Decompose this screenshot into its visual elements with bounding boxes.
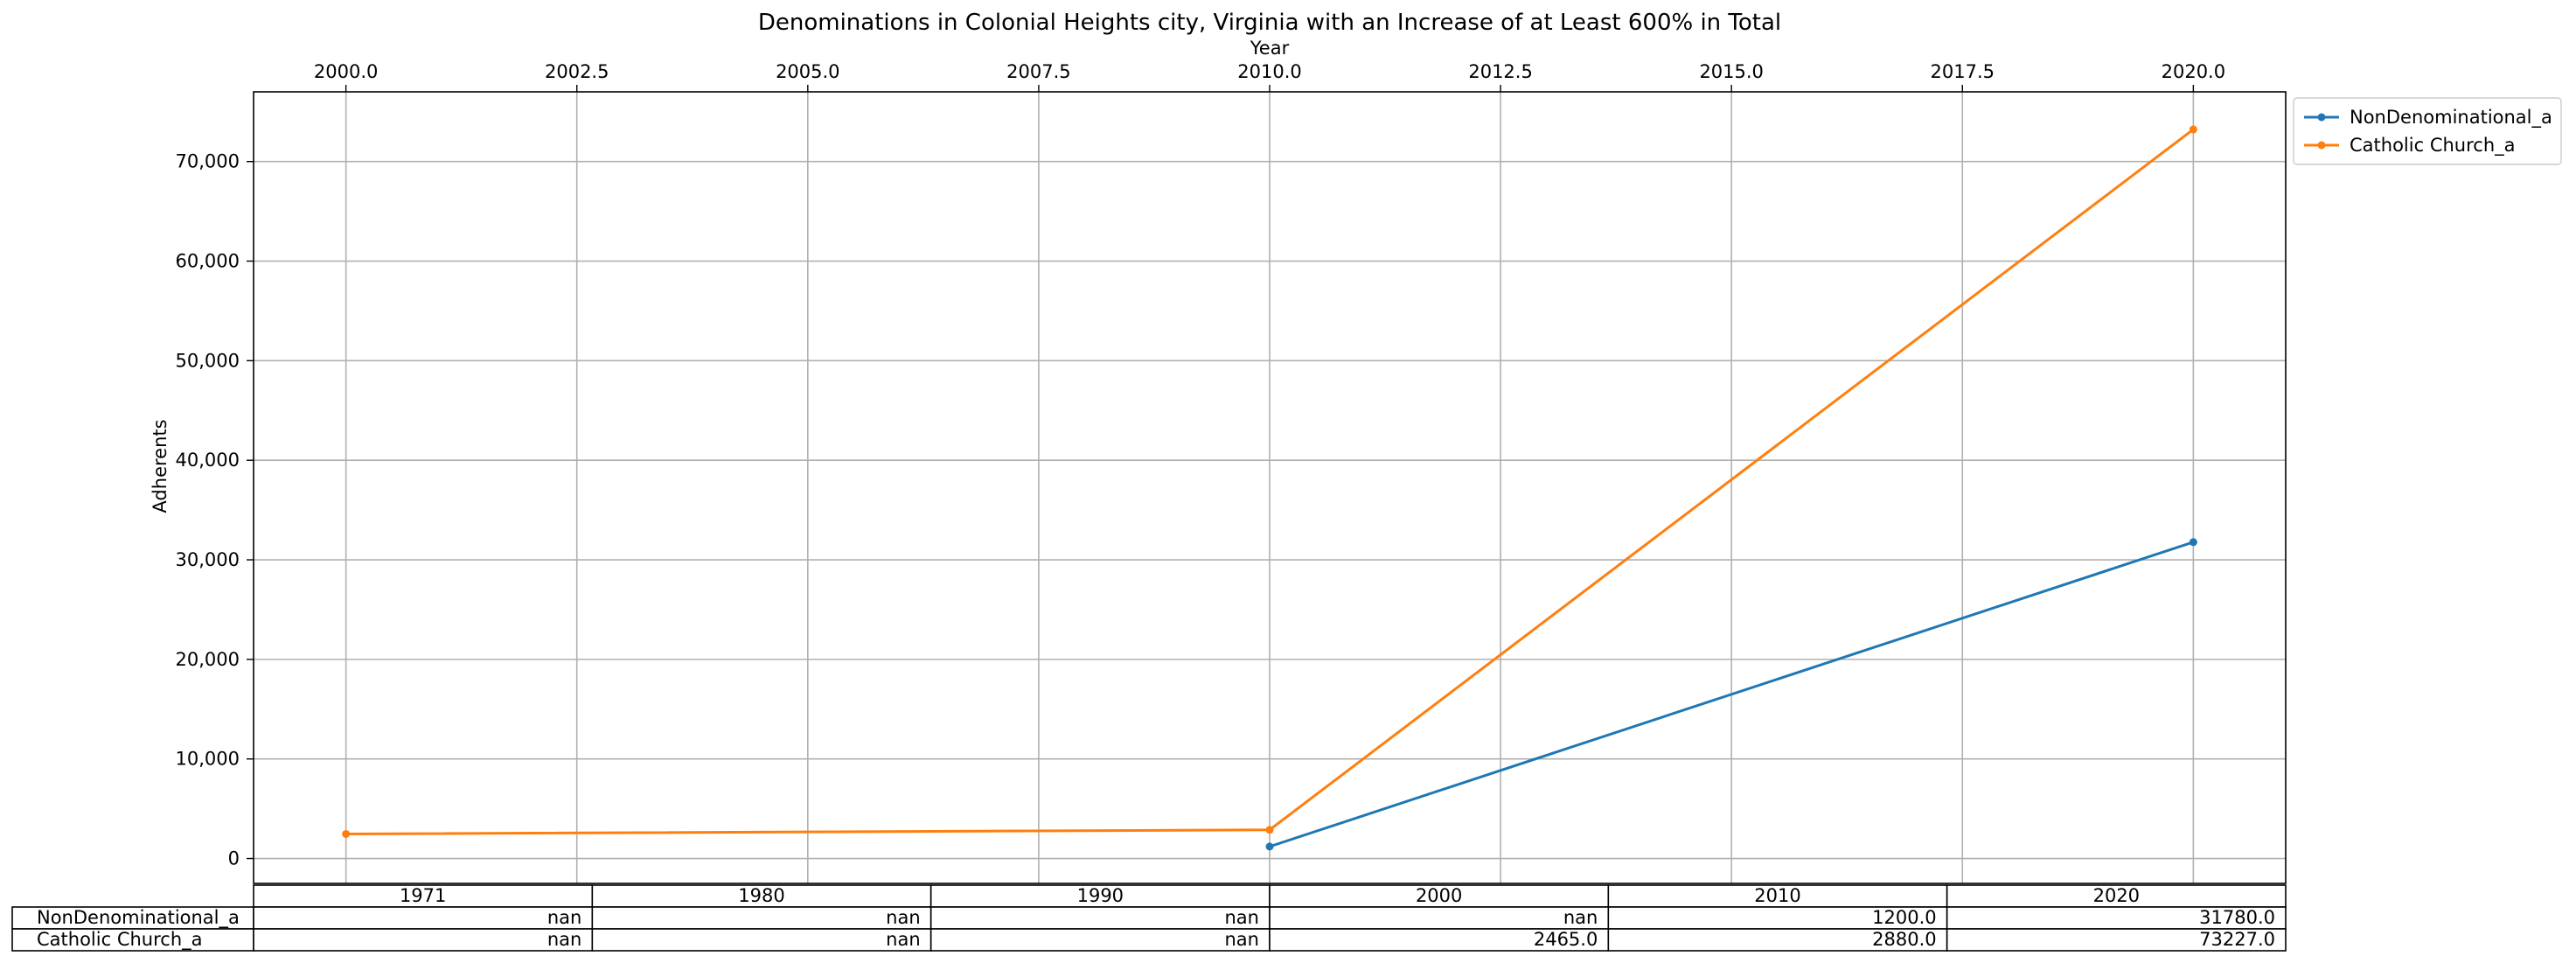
x-tick-label: 2017.5 [1931, 61, 1995, 82]
table-cell [1607, 928, 1948, 952]
table-cell [591, 906, 932, 930]
table-cell-value: nan [1225, 929, 1260, 950]
data-point [2189, 538, 2197, 547]
data-point [1265, 826, 1274, 834]
table-header-cell [1946, 884, 2287, 908]
table-row-label-cell [11, 906, 254, 930]
plot-frame [253, 91, 2287, 884]
table-cell [253, 906, 594, 930]
table-header-cell [1269, 884, 1610, 908]
data-point [342, 829, 351, 838]
table-row-label-cell [11, 928, 254, 952]
table-cell-value: 73227.0 [2199, 929, 2275, 950]
x-tick-label: 2007.5 [1006, 61, 1070, 82]
table-cell [1946, 928, 2287, 952]
table-column-header: 1980 [738, 885, 784, 906]
table-cell-value: nan [547, 907, 582, 928]
table-cell [1269, 928, 1610, 952]
x-tick-label: 2012.5 [1468, 61, 1532, 82]
table-cell [253, 928, 594, 952]
table-cell-value: 2465.0 [1534, 929, 1598, 950]
table-cell-value: nan [1225, 907, 1260, 928]
y-tick-label: 0 [228, 848, 240, 869]
table-cell-value: nan [886, 907, 921, 928]
x-tick-label: 2000.0 [314, 61, 378, 82]
legend-swatch-marker [2317, 141, 2326, 150]
table-cell [929, 928, 1271, 952]
table-column-header: 2000 [1416, 885, 1462, 906]
table-column-header: 1990 [1077, 885, 1124, 906]
table-cell [591, 928, 932, 952]
legend-label: Catholic Church_a [2350, 135, 2516, 157]
table-header-cell [591, 884, 932, 908]
table-cell-value: 31780.0 [2199, 907, 2275, 928]
axis-ticks: 2000.0 2002.5 2005.0 2007.5 2010.0 2012.5 2015… [176, 61, 2226, 869]
table-header-cell [929, 884, 1271, 908]
legend-box [2293, 97, 2562, 165]
table-column-header: 2020 [2093, 885, 2140, 906]
table-cell-value: nan [886, 929, 921, 950]
table-cell-value: nan [547, 929, 582, 950]
data-point [1265, 842, 1274, 851]
series-line [1269, 541, 2194, 848]
table-row-label: NonDenominational_a [37, 907, 240, 929]
y-tick-label: 30,000 [176, 549, 240, 570]
legend-label: NonDenominational_a [2350, 107, 2552, 129]
table-cell-value: 2880.0 [1872, 929, 1936, 950]
y-tick-label: 20,000 [176, 649, 240, 670]
data-table: 1971 1980 1990 2000 2010 2020 NonDenominationa… [11, 884, 2287, 952]
table-column-header: 1971 [400, 885, 446, 906]
x-tick-label: 2015.0 [1699, 61, 1763, 82]
table-header-cell [253, 884, 594, 908]
x-tick-label: 2020.0 [2162, 61, 2225, 82]
table-cell [929, 906, 1271, 930]
y-tick-label: 40,000 [176, 450, 240, 471]
data-point [2189, 125, 2197, 134]
y-tick-label: 10,000 [176, 749, 240, 770]
table-cell-value: nan [1563, 907, 1598, 928]
table-cell [1269, 906, 1610, 930]
table-cell [1946, 906, 2287, 930]
x-tick-label: 2002.5 [545, 61, 609, 82]
x-axis-label: Year [1250, 38, 1290, 59]
series-lines [342, 125, 2197, 851]
legend-swatch-marker [2317, 113, 2326, 122]
table-row-label: Catholic Church_a [37, 929, 203, 951]
legend: NonDenominational_a Catholic Church_a [2293, 97, 2562, 165]
table-header-cell [1607, 884, 1948, 908]
chart-title: Denominations in Colonial Heights city, … [758, 10, 1781, 36]
table-cell [1607, 906, 1948, 930]
y-tick-label: 70,000 [176, 151, 240, 172]
table-cell-value: 1200.0 [1872, 907, 1936, 928]
x-tick-label: 2005.0 [776, 61, 839, 82]
y-tick-label: 60,000 [176, 251, 240, 272]
grid [254, 92, 2286, 883]
table-column-header: 2010 [1754, 885, 1800, 906]
y-axis-label: Adherents [150, 419, 171, 513]
x-tick-label: 2010.0 [1237, 61, 1301, 82]
y-tick-label: 50,000 [176, 350, 240, 371]
